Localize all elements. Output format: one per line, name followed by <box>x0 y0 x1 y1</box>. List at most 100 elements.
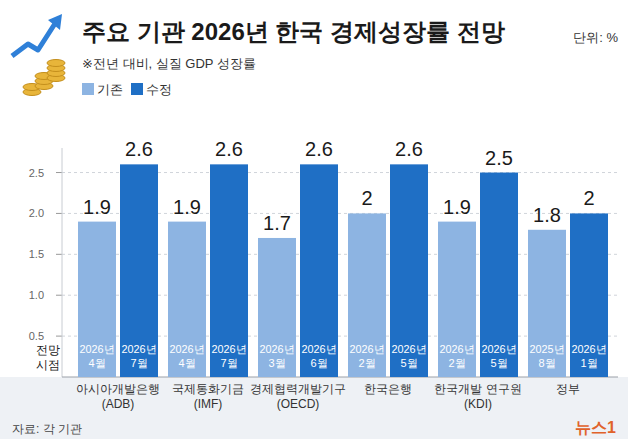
bar <box>120 164 158 377</box>
bar <box>258 238 296 377</box>
date-label: 2026년 4월 <box>170 343 205 369</box>
tick <box>56 336 62 337</box>
labels: 1.92026년4월1.92026년4월1.72026년3월22026년2월1.… <box>80 138 607 369</box>
tick <box>56 254 62 255</box>
legend-swatch <box>131 83 143 95</box>
date-line: 2026년 <box>260 343 295 355</box>
date-line: 4월 <box>178 357 195 369</box>
date-label: 2026년 7월 <box>122 343 157 369</box>
date-line: 2026년 <box>392 343 427 355</box>
category-line: (ADB) <box>102 397 135 411</box>
category-line: (IMF) <box>194 397 223 411</box>
category-line: 한국개발 연구원 <box>434 382 521 396</box>
bar <box>438 222 476 377</box>
date-line: 2026년 <box>302 343 337 355</box>
category-line: (KDI) <box>464 397 492 411</box>
category-label: 국제통화기금(IMF) <box>172 382 244 411</box>
tick <box>56 213 62 214</box>
date-line: 8월 <box>538 357 555 369</box>
date-line: 2025년 <box>530 343 565 355</box>
bar <box>480 173 518 377</box>
category-line: 국제통화기금 <box>172 382 244 396</box>
date-line: 2월 <box>358 357 375 369</box>
bar <box>168 222 206 377</box>
tick-label: 2.0 <box>29 207 44 219</box>
date-line: 6월 <box>310 357 327 369</box>
date-line: 1월 <box>580 357 597 369</box>
tick <box>56 295 62 296</box>
date-line: 2026년 <box>122 343 157 355</box>
date-label: 2025년 8월 <box>530 343 565 369</box>
data-label: 2 <box>361 187 372 209</box>
arrow-head <box>48 14 62 30</box>
legend-label: 수정 <box>146 82 172 97</box>
background <box>0 0 628 439</box>
date-label: 2026년 2월 <box>440 343 475 369</box>
date-label: 2026년5월 <box>482 343 517 369</box>
bar <box>210 164 248 377</box>
category-line: (OECD) <box>277 397 320 411</box>
bar <box>390 164 428 377</box>
tick <box>56 172 62 173</box>
y-axis <box>62 148 63 377</box>
bar <box>300 164 338 377</box>
title: 주요 기관 2026년 한국 경제성장률 전망 <box>82 18 505 45</box>
date-axis-line: 전망 <box>36 343 60 357</box>
date-line: 2026년 <box>440 343 475 355</box>
category-label: 정부 <box>556 382 580 396</box>
data-label: 2.5 <box>485 147 513 169</box>
date-label: 2026년 6월 <box>302 343 337 369</box>
data-label: 1.9 <box>83 196 111 218</box>
category-line: 한국은행 <box>364 382 412 396</box>
data-label: 2.6 <box>395 138 423 160</box>
date-line: 2026년 <box>80 343 115 355</box>
date-label: 2026년7월 <box>212 343 247 369</box>
date-line: 2월 <box>448 357 465 369</box>
category-label: 경제협력개발기구(OECD) <box>250 382 346 411</box>
bar <box>78 222 116 377</box>
category-line: 아시아개발은행 <box>76 382 160 396</box>
date-axis-line: 시점 <box>36 358 60 372</box>
subtitle: ※전년 대비, 실질 GDP 성장률 <box>82 56 256 71</box>
date-label: 2026년 5월 <box>392 343 427 369</box>
data-label: 1.7 <box>263 212 291 234</box>
date-line: 5월 <box>400 357 417 369</box>
bars <box>78 164 608 377</box>
source: 자료: 각 기관 <box>12 422 82 436</box>
data-label: 2.6 <box>125 138 153 160</box>
tick-label: 0.5 <box>29 330 44 342</box>
icon <box>12 14 65 96</box>
tick-label: 2.5 <box>29 167 44 179</box>
tick-label: 1.0 <box>29 289 44 301</box>
date-line: 2026년 <box>350 343 385 355</box>
category-line: 정부 <box>556 382 580 396</box>
data-label: 1.8 <box>533 204 561 226</box>
bottom-band <box>0 377 628 439</box>
data-label: 2.6 <box>305 138 333 160</box>
tick-label: 1.5 <box>29 248 44 260</box>
logo: 뉴스1 <box>575 419 616 436</box>
date-label: 2026년 1월 <box>572 343 607 369</box>
arrow <box>12 22 56 56</box>
date-line: 7월 <box>130 357 147 369</box>
date-line: 2026년 <box>170 343 205 355</box>
date-line: 2026년 <box>572 343 607 355</box>
bar <box>528 230 566 377</box>
chart: 주요 기관 2026년 한국 경제성장률 전망 단위: % ※전년 대비, 실질 G… <box>0 0 628 439</box>
date-label: 2026년4월 <box>80 343 115 369</box>
category-line: 경제협력개발기구 <box>250 382 346 396</box>
bar <box>348 213 386 377</box>
date-label: 2026년 3월 <box>260 343 295 369</box>
legend-swatch <box>82 83 94 95</box>
date-line: 3월 <box>268 357 285 369</box>
legend-label: 기존 <box>97 82 123 97</box>
category-label: 한국은행 <box>364 382 412 396</box>
category-label: 아시아개발은행(ADB) <box>76 382 160 411</box>
data-label: 2.6 <box>215 138 243 160</box>
bar <box>570 213 608 377</box>
unit: 단위: % <box>573 30 618 45</box>
date-line: 2026년 <box>482 343 517 355</box>
category-label: 한국개발 연구원(KDI) <box>434 382 521 411</box>
data-label: 1.9 <box>443 196 471 218</box>
date-label: 2026년 2월 <box>350 343 385 369</box>
